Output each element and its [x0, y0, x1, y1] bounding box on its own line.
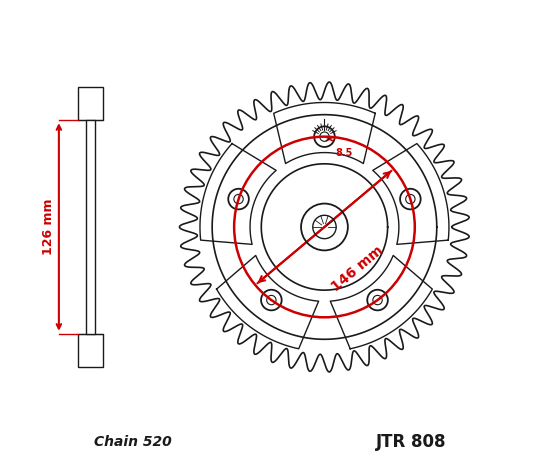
Text: 8.5: 8.5 [335, 148, 352, 158]
FancyBboxPatch shape [86, 120, 95, 334]
Text: 126 mm: 126 mm [42, 199, 55, 255]
FancyBboxPatch shape [78, 87, 104, 120]
FancyBboxPatch shape [78, 87, 104, 120]
Text: 146 mm: 146 mm [329, 243, 386, 294]
Text: Chain 520: Chain 520 [94, 435, 171, 449]
Text: JTR 808: JTR 808 [376, 433, 446, 451]
FancyBboxPatch shape [78, 334, 104, 367]
FancyBboxPatch shape [78, 334, 104, 367]
